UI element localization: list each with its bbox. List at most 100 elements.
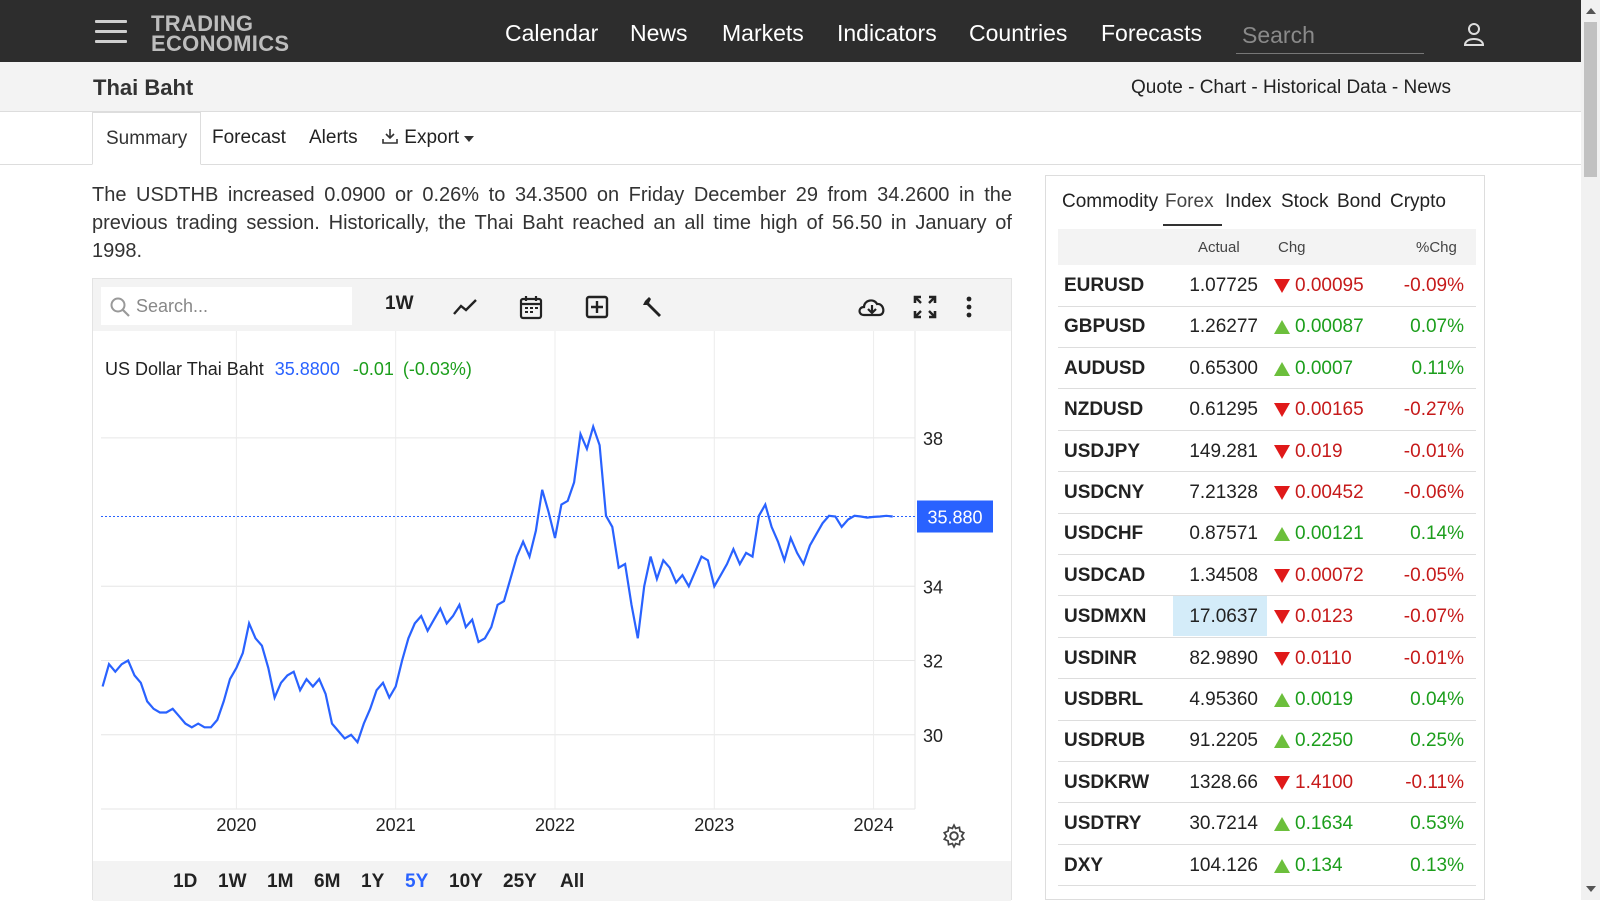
market-row-gbpusd[interactable]: GBPUSD 1.26277 0.00087 0.07% — [1058, 306, 1476, 348]
pct-change-value: 0.53% — [1410, 813, 1464, 835]
nav-calendar[interactable]: Calendar — [505, 20, 599, 46]
symbol[interactable]: USDJPY — [1064, 440, 1141, 462]
col-chg: Chg — [1278, 239, 1306, 256]
symbol[interactable]: USDCHF — [1064, 523, 1144, 545]
pct-change-value: -0.05% — [1403, 564, 1464, 586]
market-row-usdchf[interactable]: USDCHF 0.87571 0.00121 0.14% — [1058, 513, 1476, 555]
nav-markets[interactable]: Markets — [722, 20, 804, 46]
market-row-eurusd[interactable]: EURUSD 1.07725 0.00095 -0.09% — [1058, 265, 1476, 307]
market-tab-index[interactable]: Index — [1225, 191, 1272, 212]
symbol[interactable]: EURUSD — [1064, 275, 1145, 296]
scrollbar-thumb[interactable] — [1584, 22, 1597, 177]
site-search-input[interactable]: Search — [1236, 18, 1424, 54]
range-button-5y[interactable]: 5Y — [405, 871, 429, 892]
market-table-panel: Commodity Forex Index Stock Bond Crypto … — [1045, 175, 1485, 900]
page-scrollbar[interactable] — [1581, 0, 1600, 900]
market-row-nzdusd[interactable]: NZDUSD 0.61295 0.00165 -0.27% — [1058, 389, 1476, 431]
symbol[interactable]: USDKRW — [1064, 771, 1150, 793]
link-news[interactable]: News — [1403, 77, 1451, 98]
fullscreen-icon[interactable] — [911, 293, 939, 321]
market-row-usdtry[interactable]: USDTRY 30.7214 0.1634 0.53% — [1058, 803, 1476, 845]
market-row-usdbrl[interactable]: USDBRL 4.95360 0.0019 0.04% — [1058, 679, 1476, 721]
market-description: The USDTHB increased 0.0900 or 0.26% to … — [92, 184, 1012, 262]
tab-alerts[interactable]: Alerts — [309, 127, 358, 148]
x-tick-label: 2022 — [535, 815, 575, 835]
last-price-badge-label: 35.880 — [927, 508, 982, 528]
calendar-icon[interactable] — [517, 293, 545, 321]
market-tab-commodity[interactable]: Commodity — [1062, 191, 1159, 212]
market-tab-bond[interactable]: Bond — [1337, 191, 1382, 212]
chart-search-placeholder: Search... — [136, 296, 209, 316]
symbol[interactable]: USDRUB — [1064, 730, 1146, 752]
scroll-up-arrow-icon[interactable] — [1586, 8, 1596, 14]
market-row-usdkrw[interactable]: USDKRW 1328.66 1.4100 -0.11% — [1058, 762, 1476, 804]
range-button-1m[interactable]: 1M — [267, 871, 294, 892]
range-button-1d[interactable]: 1D — [173, 871, 198, 892]
nav-news[interactable]: News — [630, 20, 688, 46]
symbol[interactable]: USDMXN — [1064, 606, 1147, 628]
link-historical-data[interactable]: Historical Data — [1263, 77, 1387, 98]
market-row-usdcad[interactable]: USDCAD 1.34508 0.00072 -0.05% — [1058, 555, 1476, 597]
chart-settings-gear-icon[interactable] — [942, 823, 966, 849]
line-chart-icon[interactable] — [451, 293, 479, 321]
actual-value: 0.87571 — [1189, 523, 1258, 545]
symbol[interactable]: NZDUSD — [1064, 399, 1144, 421]
content-tabs: Summary Forecast Alerts Export — [0, 112, 1581, 165]
symbol[interactable]: DXY — [1064, 854, 1104, 876]
market-tab-stock[interactable]: Stock — [1281, 191, 1329, 212]
range-button-6m[interactable]: 6M — [314, 871, 341, 892]
market-row-usdcny[interactable]: USDCNY 7.21328 0.00452 -0.06% — [1058, 472, 1476, 514]
symbol[interactable]: USDCNY — [1064, 482, 1145, 503]
range-button-1w[interactable]: 1W — [218, 871, 247, 892]
down-arrow-icon — [1274, 444, 1290, 459]
range-button-1y[interactable]: 1Y — [361, 871, 385, 892]
range-button-25y[interactable]: 25Y — [503, 871, 537, 892]
tab-summary[interactable]: Summary — [92, 112, 202, 165]
link-quote[interactable]: Quote — [1131, 77, 1183, 98]
nav-countries[interactable]: Countries — [969, 20, 1068, 46]
price-chart[interactable]: US Dollar Thai Baht 35.8800 -0.01 (-0.03… — [93, 331, 1011, 861]
actual-value: 1.34508 — [1189, 564, 1258, 586]
symbol[interactable]: GBPUSD — [1064, 316, 1146, 338]
change-value: 0.00121 — [1295, 523, 1364, 545]
wrench-icon[interactable] — [639, 293, 667, 321]
add-box-icon[interactable] — [583, 293, 611, 321]
link-chart[interactable]: Chart — [1199, 77, 1247, 98]
market-tab-crypto[interactable]: Crypto — [1390, 191, 1446, 212]
cloud-download-icon[interactable] — [856, 293, 888, 321]
interval-selector[interactable]: 1W — [385, 293, 414, 314]
tab-forecast[interactable]: Forecast — [212, 127, 286, 148]
nav-forecasts[interactable]: Forecasts — [1101, 20, 1202, 46]
market-row-usdinr[interactable]: USDINR 82.9890 0.0110 -0.01% — [1058, 638, 1476, 680]
change-value: 0.00452 — [1295, 482, 1364, 503]
range-button-all[interactable]: All — [560, 871, 585, 892]
download-icon — [382, 129, 398, 144]
more-vert-icon[interactable] — [955, 293, 983, 321]
actual-value: 104.126 — [1189, 854, 1258, 876]
market-tab-forex[interactable]: Forex — [1165, 191, 1214, 212]
nav-indicators[interactable]: Indicators — [837, 20, 937, 46]
range-button-10y[interactable]: 10Y — [449, 871, 483, 892]
symbol[interactable]: AUDUSD — [1064, 357, 1146, 379]
symbol[interactable]: USDCAD — [1064, 564, 1146, 586]
site-logo[interactable]: TRADING ECONOMICS — [151, 13, 289, 55]
up-arrow-icon — [1274, 858, 1290, 873]
down-arrow-icon — [1274, 403, 1290, 418]
x-tick-label: 2020 — [216, 815, 256, 835]
symbol[interactable]: USDTRY — [1064, 813, 1142, 835]
symbol[interactable]: USDINR — [1064, 647, 1137, 669]
market-row-usdmxn[interactable]: USDMXN 17.0637 0.0123 -0.07% — [1058, 596, 1476, 638]
chart-search-input[interactable]: Search... — [101, 287, 352, 325]
market-row-usdjpy[interactable]: USDJPY 149.281 0.019 -0.01% — [1058, 431, 1476, 473]
scroll-down-arrow-icon[interactable] — [1586, 886, 1596, 892]
chart-change: -0.01 — [353, 359, 394, 379]
market-row-usdrub[interactable]: USDRUB 91.2205 0.2250 0.25% — [1058, 720, 1476, 762]
pct-change-value: -0.11% — [1405, 771, 1464, 793]
hamburger-menu-icon[interactable] — [95, 20, 127, 44]
market-row-audusd[interactable]: AUDUSD 0.65300 0.0007 0.11% — [1058, 348, 1476, 390]
tab-export[interactable]: Export — [368, 112, 487, 165]
market-row-dxy[interactable]: DXY 104.126 0.134 0.13% — [1058, 845, 1476, 887]
range-selector: 1D 1W 1M 6M 1Y 5Y 10Y 25Y All — [93, 861, 1011, 901]
user-account-icon[interactable] — [1463, 22, 1485, 46]
symbol[interactable]: USDBRL — [1064, 689, 1144, 710]
